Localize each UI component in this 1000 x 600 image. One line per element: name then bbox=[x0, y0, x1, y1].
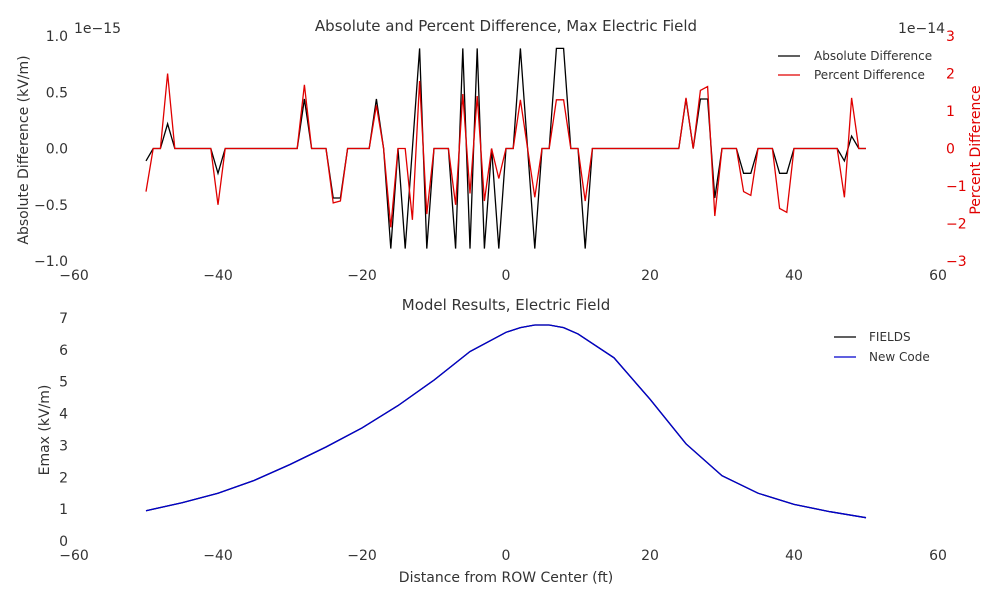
field-x-tick-label: 20 bbox=[641, 548, 659, 564]
field-x-tick-label: −40 bbox=[203, 548, 233, 564]
electric-field-chart-title: Model Results, Electric Field bbox=[402, 296, 610, 314]
difference-chart: Absolute and Percent Difference, Max Ele… bbox=[16, 17, 984, 284]
difference-y-tick-label: 1.0 bbox=[46, 29, 68, 45]
difference-x-tick-label: 60 bbox=[929, 268, 947, 284]
difference-x-tick-label: −60 bbox=[59, 268, 89, 284]
field-y-tick-label: 6 bbox=[59, 343, 68, 359]
difference-legend: Absolute Difference Percent Difference bbox=[778, 49, 932, 82]
percent-difference-axis-label: Percent Difference bbox=[968, 85, 984, 214]
field-y-tick-label: 1 bbox=[59, 502, 68, 518]
field-y-ticks: 7 6 5 4 3 2 1 0 bbox=[59, 311, 68, 550]
new-code-line bbox=[145, 324, 867, 519]
field-y-tick-label: 7 bbox=[59, 311, 68, 327]
difference-x-tick-label: −20 bbox=[347, 268, 377, 284]
legend-new-code: New Code bbox=[869, 350, 930, 364]
field-y-tick-label: 2 bbox=[59, 470, 68, 486]
difference-y2-tick-label: 1 bbox=[946, 104, 955, 120]
distance-axis-label: Distance from ROW Center (ft) bbox=[399, 570, 613, 586]
difference-x-tick-label: 20 bbox=[641, 268, 659, 284]
field-x-tick-label: 40 bbox=[785, 548, 803, 564]
field-y-tick-label: 4 bbox=[59, 407, 68, 423]
difference-series bbox=[145, 47, 866, 249]
difference-x-tick-label: 40 bbox=[785, 268, 803, 284]
difference-y-ticks: 1.0 0.5 0.0 −0.5 −1.0 bbox=[34, 29, 68, 270]
field-x-tick-label: 0 bbox=[502, 548, 511, 564]
field-series bbox=[145, 324, 867, 519]
electric-field-chart: Model Results, Electric Field Emax (kV/m… bbox=[37, 296, 947, 586]
difference-y2-tick-label: 0 bbox=[946, 142, 955, 158]
difference-x-tick-label: 0 bbox=[502, 268, 511, 284]
difference-y2-tick-label: 3 bbox=[946, 29, 955, 45]
percent-difference-line bbox=[145, 73, 866, 228]
field-y-tick-label: 0 bbox=[59, 534, 68, 550]
field-x-tick-label: 60 bbox=[929, 548, 947, 564]
difference-y-tick-label: −0.5 bbox=[34, 198, 68, 214]
field-y-tick-label: 5 bbox=[59, 375, 68, 391]
legend-fields: FIELDS bbox=[869, 330, 911, 344]
difference-y-tick-label: −1.0 bbox=[34, 254, 68, 270]
difference-x-ticks: −60 −40 −20 0 20 40 60 bbox=[59, 268, 947, 284]
legend-percent-difference: Percent Difference bbox=[814, 68, 925, 82]
difference-y-tick-label: 0.0 bbox=[46, 142, 68, 158]
fields-line bbox=[145, 324, 867, 519]
difference-y2-ticks: 3 2 1 0 −1 −2 −3 bbox=[946, 29, 967, 270]
difference-y2-tick-label: −1 bbox=[946, 179, 967, 195]
field-x-tick-label: −60 bbox=[59, 548, 89, 564]
field-y-tick-label: 3 bbox=[59, 438, 68, 454]
difference-y2-tick-label: −3 bbox=[946, 254, 967, 270]
field-x-tick-label: −20 bbox=[347, 548, 377, 564]
difference-y-tick-label: 0.5 bbox=[46, 85, 68, 101]
left-axis-offset-text: 1e−15 bbox=[74, 21, 121, 37]
right-axis-offset-text: 1e−14 bbox=[898, 21, 945, 37]
difference-chart-title: Absolute and Percent Difference, Max Ele… bbox=[315, 17, 697, 35]
legend-absolute-difference: Absolute Difference bbox=[814, 49, 932, 63]
emax-axis-label: Emax (kV/m) bbox=[37, 385, 53, 476]
difference-y2-tick-label: −2 bbox=[946, 217, 967, 233]
field-legend: FIELDS New Code bbox=[834, 330, 930, 364]
difference-x-tick-label: −40 bbox=[203, 268, 233, 284]
field-x-ticks: −60 −40 −20 0 20 40 60 bbox=[59, 548, 947, 564]
difference-y2-tick-label: 2 bbox=[946, 67, 955, 83]
absolute-difference-axis-label: Absolute Difference (kV/m) bbox=[16, 55, 32, 244]
